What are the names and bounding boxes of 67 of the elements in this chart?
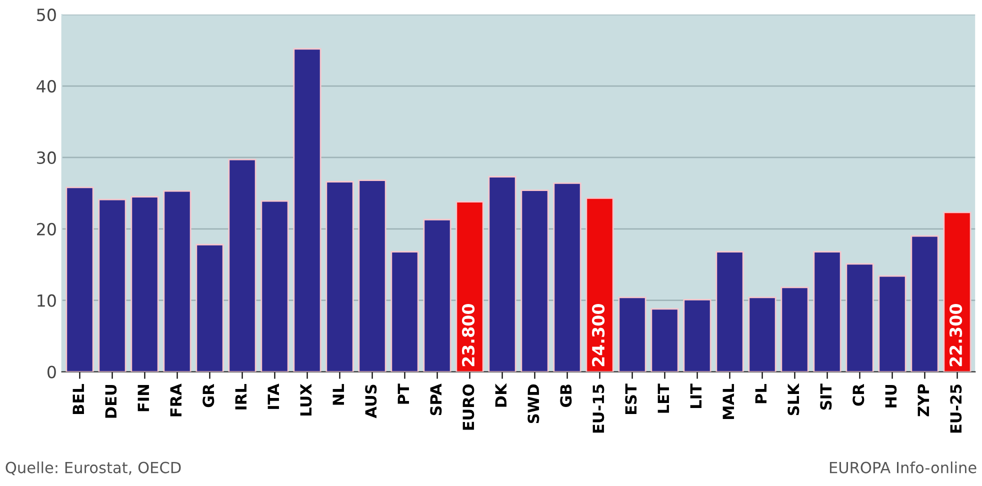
x-tick-label: PT — [398, 384, 409, 404]
bar — [553, 182, 582, 372]
x-tick-label: CR — [852, 384, 864, 406]
bar — [358, 180, 386, 372]
bar — [716, 251, 744, 372]
x-tick-label: EU-15 — [592, 384, 604, 433]
bar — [878, 275, 906, 372]
bar — [943, 212, 972, 372]
bar — [683, 298, 712, 372]
bar — [228, 158, 256, 372]
x-tick-label: BEL — [72, 384, 84, 414]
bar — [163, 190, 192, 372]
bar — [130, 196, 159, 372]
x-tick-label: LIT — [690, 384, 702, 408]
x-tick-label: GB — [560, 384, 572, 408]
bar — [910, 235, 939, 372]
bar — [260, 200, 289, 372]
text: EUROPA Info-online — [830, 461, 976, 474]
data-label: 24.300 — [592, 304, 605, 366]
bar — [586, 197, 614, 372]
y-tick-label: 50 — [37, 8, 56, 22]
bar — [390, 251, 419, 372]
x-tick-label: PL — [755, 384, 766, 404]
y-tick-label: 30 — [37, 151, 56, 164]
bar — [650, 308, 679, 372]
bar — [293, 48, 322, 372]
x-tick-label: SLK — [788, 383, 800, 416]
bar — [488, 176, 516, 372]
x-tick-label: ITA — [268, 384, 279, 409]
x-tick-label: GR — [202, 384, 214, 408]
y-tick-label: 10 — [38, 294, 56, 307]
x-tick-label: EST — [625, 384, 637, 414]
bar — [813, 251, 842, 372]
bar — [780, 286, 809, 372]
x-tick-label: AUS — [365, 384, 377, 418]
x-tick-label: FRA — [170, 384, 182, 416]
bar — [66, 186, 94, 372]
data-label: 22.300 — [949, 304, 962, 366]
x-tick-label: SIT — [820, 384, 832, 410]
bar — [196, 244, 224, 372]
x-tick-label: IRL — [235, 384, 246, 410]
bar — [846, 263, 874, 372]
x-tick-label: MAL — [722, 384, 734, 419]
bar — [520, 190, 549, 372]
bar — [423, 218, 452, 372]
x-tick-label: NL — [332, 384, 344, 405]
x-tick-label: EURO — [462, 384, 474, 430]
x-tick-label: SPA — [430, 384, 442, 416]
x-tick-label: ZYP — [918, 384, 929, 416]
bar — [748, 296, 776, 372]
x-tick-label: HU — [885, 385, 897, 408]
x-tick-label: FIN — [138, 384, 149, 412]
x-tick-label: DK — [495, 383, 506, 407]
bar — [326, 181, 354, 372]
data-label: 23.800 — [462, 304, 475, 366]
y-tick-label: 20 — [37, 222, 56, 236]
bar — [456, 201, 484, 372]
x-tick-label: SWD — [528, 384, 540, 424]
y-tick-label: 40 — [36, 80, 56, 93]
bar — [98, 198, 126, 372]
source-note: Quelle: Eurostat, OECD — [6, 461, 181, 476]
x-tick-label: LET — [658, 384, 669, 413]
y-tick-label: 0 — [48, 366, 56, 378]
x-tick-label: DEU — [105, 385, 117, 418]
x-tick-label: LUX — [300, 384, 312, 416]
bar — [618, 296, 646, 372]
x-tick-label: EU-25 — [950, 384, 962, 433]
